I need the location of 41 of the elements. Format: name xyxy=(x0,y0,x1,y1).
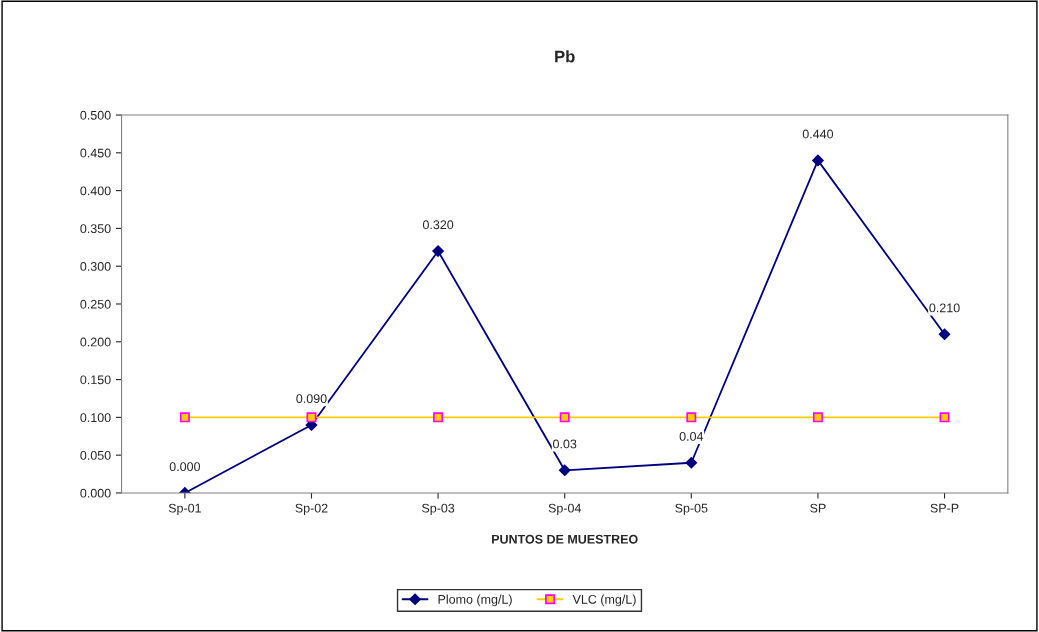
point xyxy=(686,412,697,423)
point xyxy=(812,154,824,167)
x-tick-label: Sp-03 xyxy=(421,503,455,516)
x-tick-label: Sp-05 xyxy=(675,503,708,516)
data-label: 0.090 xyxy=(296,394,327,404)
y-tick-label: 0.150 xyxy=(80,375,111,385)
y-tick-label: 0.250 xyxy=(80,299,111,309)
y-tick-label: 0.400 xyxy=(80,186,111,196)
point xyxy=(939,412,950,423)
x-tick-label: Sp-04 xyxy=(548,503,582,516)
point xyxy=(433,412,444,423)
y-tick-label: 0.100 xyxy=(80,413,111,423)
y-tick-label: 0.200 xyxy=(80,337,111,347)
y-tick-label: 0.000 xyxy=(80,488,111,498)
chart-title: Pb xyxy=(555,50,575,63)
point xyxy=(685,456,698,469)
point xyxy=(179,412,190,423)
y-tick-label: 0.500 xyxy=(80,110,111,120)
y-tick-label: 0.350 xyxy=(80,224,111,234)
data-label: 0.210 xyxy=(929,303,960,313)
data-label: 0.04 xyxy=(679,431,704,441)
point xyxy=(306,412,317,423)
x-tick-label: SP-P xyxy=(930,503,959,513)
data-label: 0.320 xyxy=(422,220,454,230)
data-label: 0.03 xyxy=(553,439,577,449)
y-tick-label: 0.450 xyxy=(80,148,111,158)
point xyxy=(938,328,951,340)
point xyxy=(812,412,823,423)
legend-label: VLC (mg/L) xyxy=(572,594,636,607)
x-tick-label: Sp-01 xyxy=(168,503,201,516)
data-label: 0.440 xyxy=(802,129,834,139)
y-tick-label: 0.050 xyxy=(80,450,111,460)
legend-label: Plomo (mg/L) xyxy=(438,594,512,607)
point xyxy=(559,412,570,423)
x-tick-label: SP xyxy=(810,503,826,513)
x-tick-label: Sp-02 xyxy=(295,503,328,516)
data-label: 0.000 xyxy=(169,462,201,472)
point xyxy=(558,464,571,477)
y-tick-label: 0.300 xyxy=(80,262,111,271)
x-axis-title: PUNTOS DE MUESTREO xyxy=(492,534,638,544)
point xyxy=(432,245,444,257)
